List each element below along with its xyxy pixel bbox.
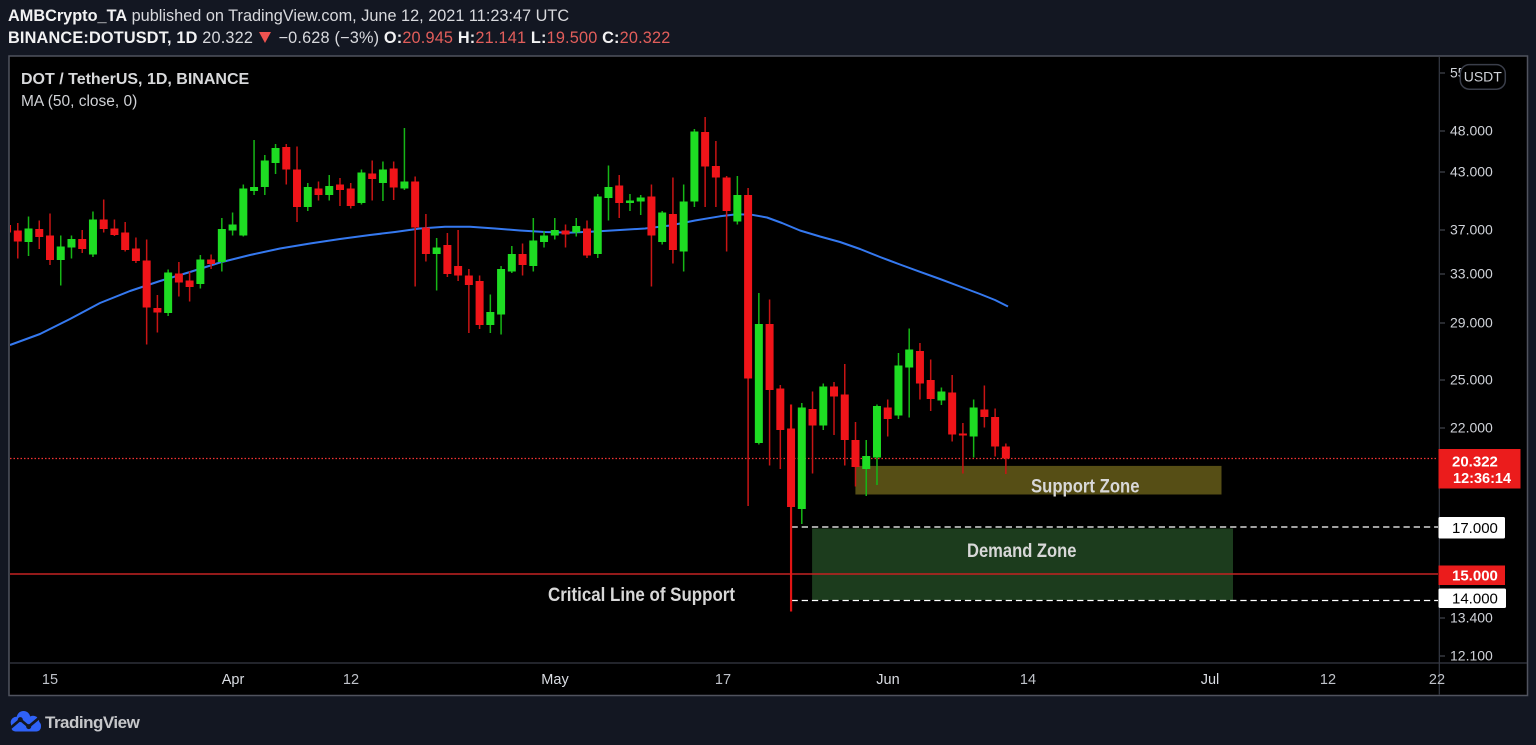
svg-text:Apr: Apr [222, 672, 245, 688]
svg-text:12.100: 12.100 [1450, 648, 1493, 664]
svg-text:Jul: Jul [1201, 672, 1220, 688]
svg-text:Critical Line of Support: Critical Line of Support [548, 584, 735, 606]
svg-text:22: 22 [1429, 672, 1445, 688]
svg-text:USDT: USDT [1464, 69, 1503, 85]
svg-text:TradingView: TradingView [45, 713, 141, 732]
svg-text:Demand Zone: Demand Zone [967, 540, 1077, 562]
svg-text:12: 12 [343, 672, 359, 688]
svg-text:48.000: 48.000 [1450, 123, 1493, 139]
svg-text:37.000: 37.000 [1450, 222, 1493, 238]
svg-text:20.322: 20.322 [1452, 454, 1498, 471]
svg-text:May: May [541, 672, 569, 688]
svg-text:MA (50, close, 0): MA (50, close, 0) [21, 93, 137, 110]
svg-text:DOT / TetherUS, 1D, BINANCE: DOT / TetherUS, 1D, BINANCE [21, 71, 250, 88]
svg-text:17.000: 17.000 [1452, 520, 1498, 537]
svg-text:Support Zone: Support Zone [1031, 475, 1140, 497]
svg-text:Jun: Jun [876, 672, 899, 688]
svg-text:29.000: 29.000 [1450, 315, 1493, 331]
svg-text:13.400: 13.400 [1450, 610, 1493, 626]
svg-text:12: 12 [1320, 672, 1336, 688]
svg-text:43.000: 43.000 [1450, 164, 1493, 180]
svg-text:15: 15 [42, 672, 58, 688]
svg-text:25.000: 25.000 [1450, 372, 1493, 388]
svg-text:14: 14 [1020, 672, 1036, 688]
svg-text:17: 17 [715, 672, 731, 688]
svg-text:12:36:14: 12:36:14 [1453, 471, 1511, 487]
svg-text:33.000: 33.000 [1450, 266, 1493, 282]
svg-text:22.000: 22.000 [1450, 420, 1493, 436]
svg-text:14.000: 14.000 [1452, 591, 1498, 608]
svg-text:15.000: 15.000 [1452, 568, 1498, 585]
